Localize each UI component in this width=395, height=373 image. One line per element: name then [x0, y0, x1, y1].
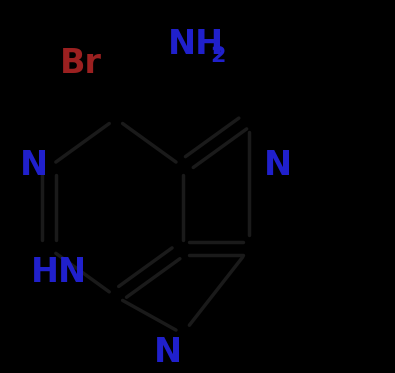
Text: HN: HN — [31, 256, 87, 289]
Text: N: N — [154, 336, 182, 369]
Text: Br: Br — [60, 47, 102, 79]
Text: 2: 2 — [211, 46, 226, 66]
Text: NH: NH — [168, 28, 224, 61]
Text: N: N — [19, 148, 48, 182]
Text: N: N — [264, 148, 292, 182]
